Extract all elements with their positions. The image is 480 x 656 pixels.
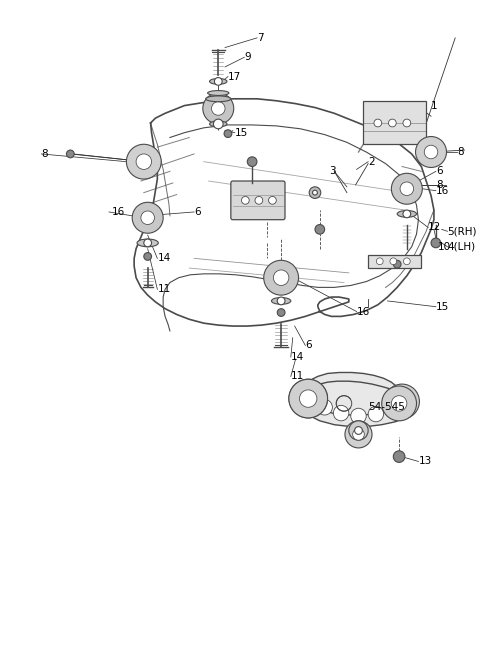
Circle shape bbox=[277, 309, 285, 316]
Text: 12: 12 bbox=[428, 222, 442, 232]
Circle shape bbox=[277, 297, 285, 305]
Text: 15: 15 bbox=[436, 302, 449, 312]
Text: 13: 13 bbox=[419, 457, 432, 466]
Ellipse shape bbox=[137, 239, 158, 247]
Circle shape bbox=[214, 119, 223, 129]
Circle shape bbox=[376, 258, 383, 264]
Circle shape bbox=[144, 239, 152, 247]
Circle shape bbox=[349, 421, 368, 440]
Circle shape bbox=[126, 144, 161, 179]
Circle shape bbox=[382, 386, 417, 421]
Circle shape bbox=[351, 408, 366, 424]
Text: 54-545: 54-545 bbox=[368, 402, 405, 412]
Text: 17: 17 bbox=[228, 72, 241, 81]
Circle shape bbox=[203, 93, 234, 124]
Circle shape bbox=[212, 102, 225, 115]
Ellipse shape bbox=[208, 91, 229, 95]
Circle shape bbox=[391, 173, 422, 204]
Text: 2: 2 bbox=[368, 157, 375, 167]
FancyBboxPatch shape bbox=[363, 101, 426, 144]
Circle shape bbox=[385, 401, 401, 417]
Text: 11: 11 bbox=[291, 371, 304, 381]
Text: 8: 8 bbox=[436, 180, 443, 190]
Text: 6: 6 bbox=[436, 167, 443, 176]
Ellipse shape bbox=[206, 96, 231, 102]
Polygon shape bbox=[299, 373, 413, 426]
Text: 6: 6 bbox=[305, 340, 312, 350]
Text: 15: 15 bbox=[235, 128, 248, 138]
Text: 14: 14 bbox=[291, 352, 304, 362]
Text: 10: 10 bbox=[438, 242, 451, 252]
Circle shape bbox=[403, 119, 411, 127]
Ellipse shape bbox=[272, 298, 291, 304]
Text: 16: 16 bbox=[112, 207, 125, 217]
Circle shape bbox=[374, 119, 382, 127]
Circle shape bbox=[289, 379, 327, 418]
Circle shape bbox=[368, 406, 384, 422]
Ellipse shape bbox=[210, 79, 227, 85]
FancyBboxPatch shape bbox=[231, 181, 285, 220]
Circle shape bbox=[132, 202, 163, 234]
Circle shape bbox=[403, 210, 411, 218]
Text: 3: 3 bbox=[329, 167, 336, 176]
Ellipse shape bbox=[397, 211, 417, 217]
Text: 9: 9 bbox=[244, 52, 251, 62]
Circle shape bbox=[317, 400, 332, 415]
Text: 11: 11 bbox=[157, 284, 170, 295]
Circle shape bbox=[268, 197, 276, 204]
Circle shape bbox=[394, 394, 410, 409]
Text: 8: 8 bbox=[41, 149, 48, 159]
Circle shape bbox=[390, 258, 396, 264]
Circle shape bbox=[141, 211, 155, 224]
Text: 1: 1 bbox=[431, 100, 438, 111]
Circle shape bbox=[289, 379, 327, 418]
Circle shape bbox=[264, 260, 299, 295]
Circle shape bbox=[416, 136, 446, 167]
Circle shape bbox=[355, 426, 362, 434]
Circle shape bbox=[404, 258, 410, 264]
Polygon shape bbox=[368, 255, 421, 268]
Circle shape bbox=[393, 260, 401, 268]
Circle shape bbox=[241, 197, 249, 204]
Circle shape bbox=[400, 182, 414, 195]
Circle shape bbox=[300, 390, 317, 407]
Circle shape bbox=[384, 384, 420, 419]
Circle shape bbox=[247, 157, 257, 167]
Ellipse shape bbox=[210, 121, 227, 127]
Text: 8: 8 bbox=[457, 147, 464, 157]
Circle shape bbox=[333, 405, 349, 421]
Circle shape bbox=[309, 187, 321, 198]
Circle shape bbox=[136, 154, 152, 169]
Circle shape bbox=[255, 197, 263, 204]
Text: 16: 16 bbox=[436, 186, 449, 195]
Circle shape bbox=[345, 421, 372, 448]
Circle shape bbox=[393, 451, 405, 462]
Circle shape bbox=[312, 190, 317, 195]
Circle shape bbox=[391, 396, 407, 411]
Text: 5(RH): 5(RH) bbox=[447, 226, 477, 236]
Circle shape bbox=[300, 390, 317, 407]
Text: 7: 7 bbox=[257, 33, 264, 43]
Circle shape bbox=[274, 270, 289, 285]
Text: 6: 6 bbox=[194, 207, 201, 217]
Text: 4(LH): 4(LH) bbox=[447, 242, 476, 252]
Text: 16: 16 bbox=[357, 306, 370, 317]
Circle shape bbox=[144, 253, 152, 260]
Circle shape bbox=[388, 119, 396, 127]
Circle shape bbox=[353, 428, 364, 440]
Circle shape bbox=[315, 224, 324, 234]
Circle shape bbox=[66, 150, 74, 158]
Text: 14: 14 bbox=[157, 253, 170, 263]
Circle shape bbox=[424, 145, 438, 159]
Circle shape bbox=[224, 130, 232, 138]
Circle shape bbox=[431, 238, 441, 248]
Circle shape bbox=[215, 77, 222, 85]
